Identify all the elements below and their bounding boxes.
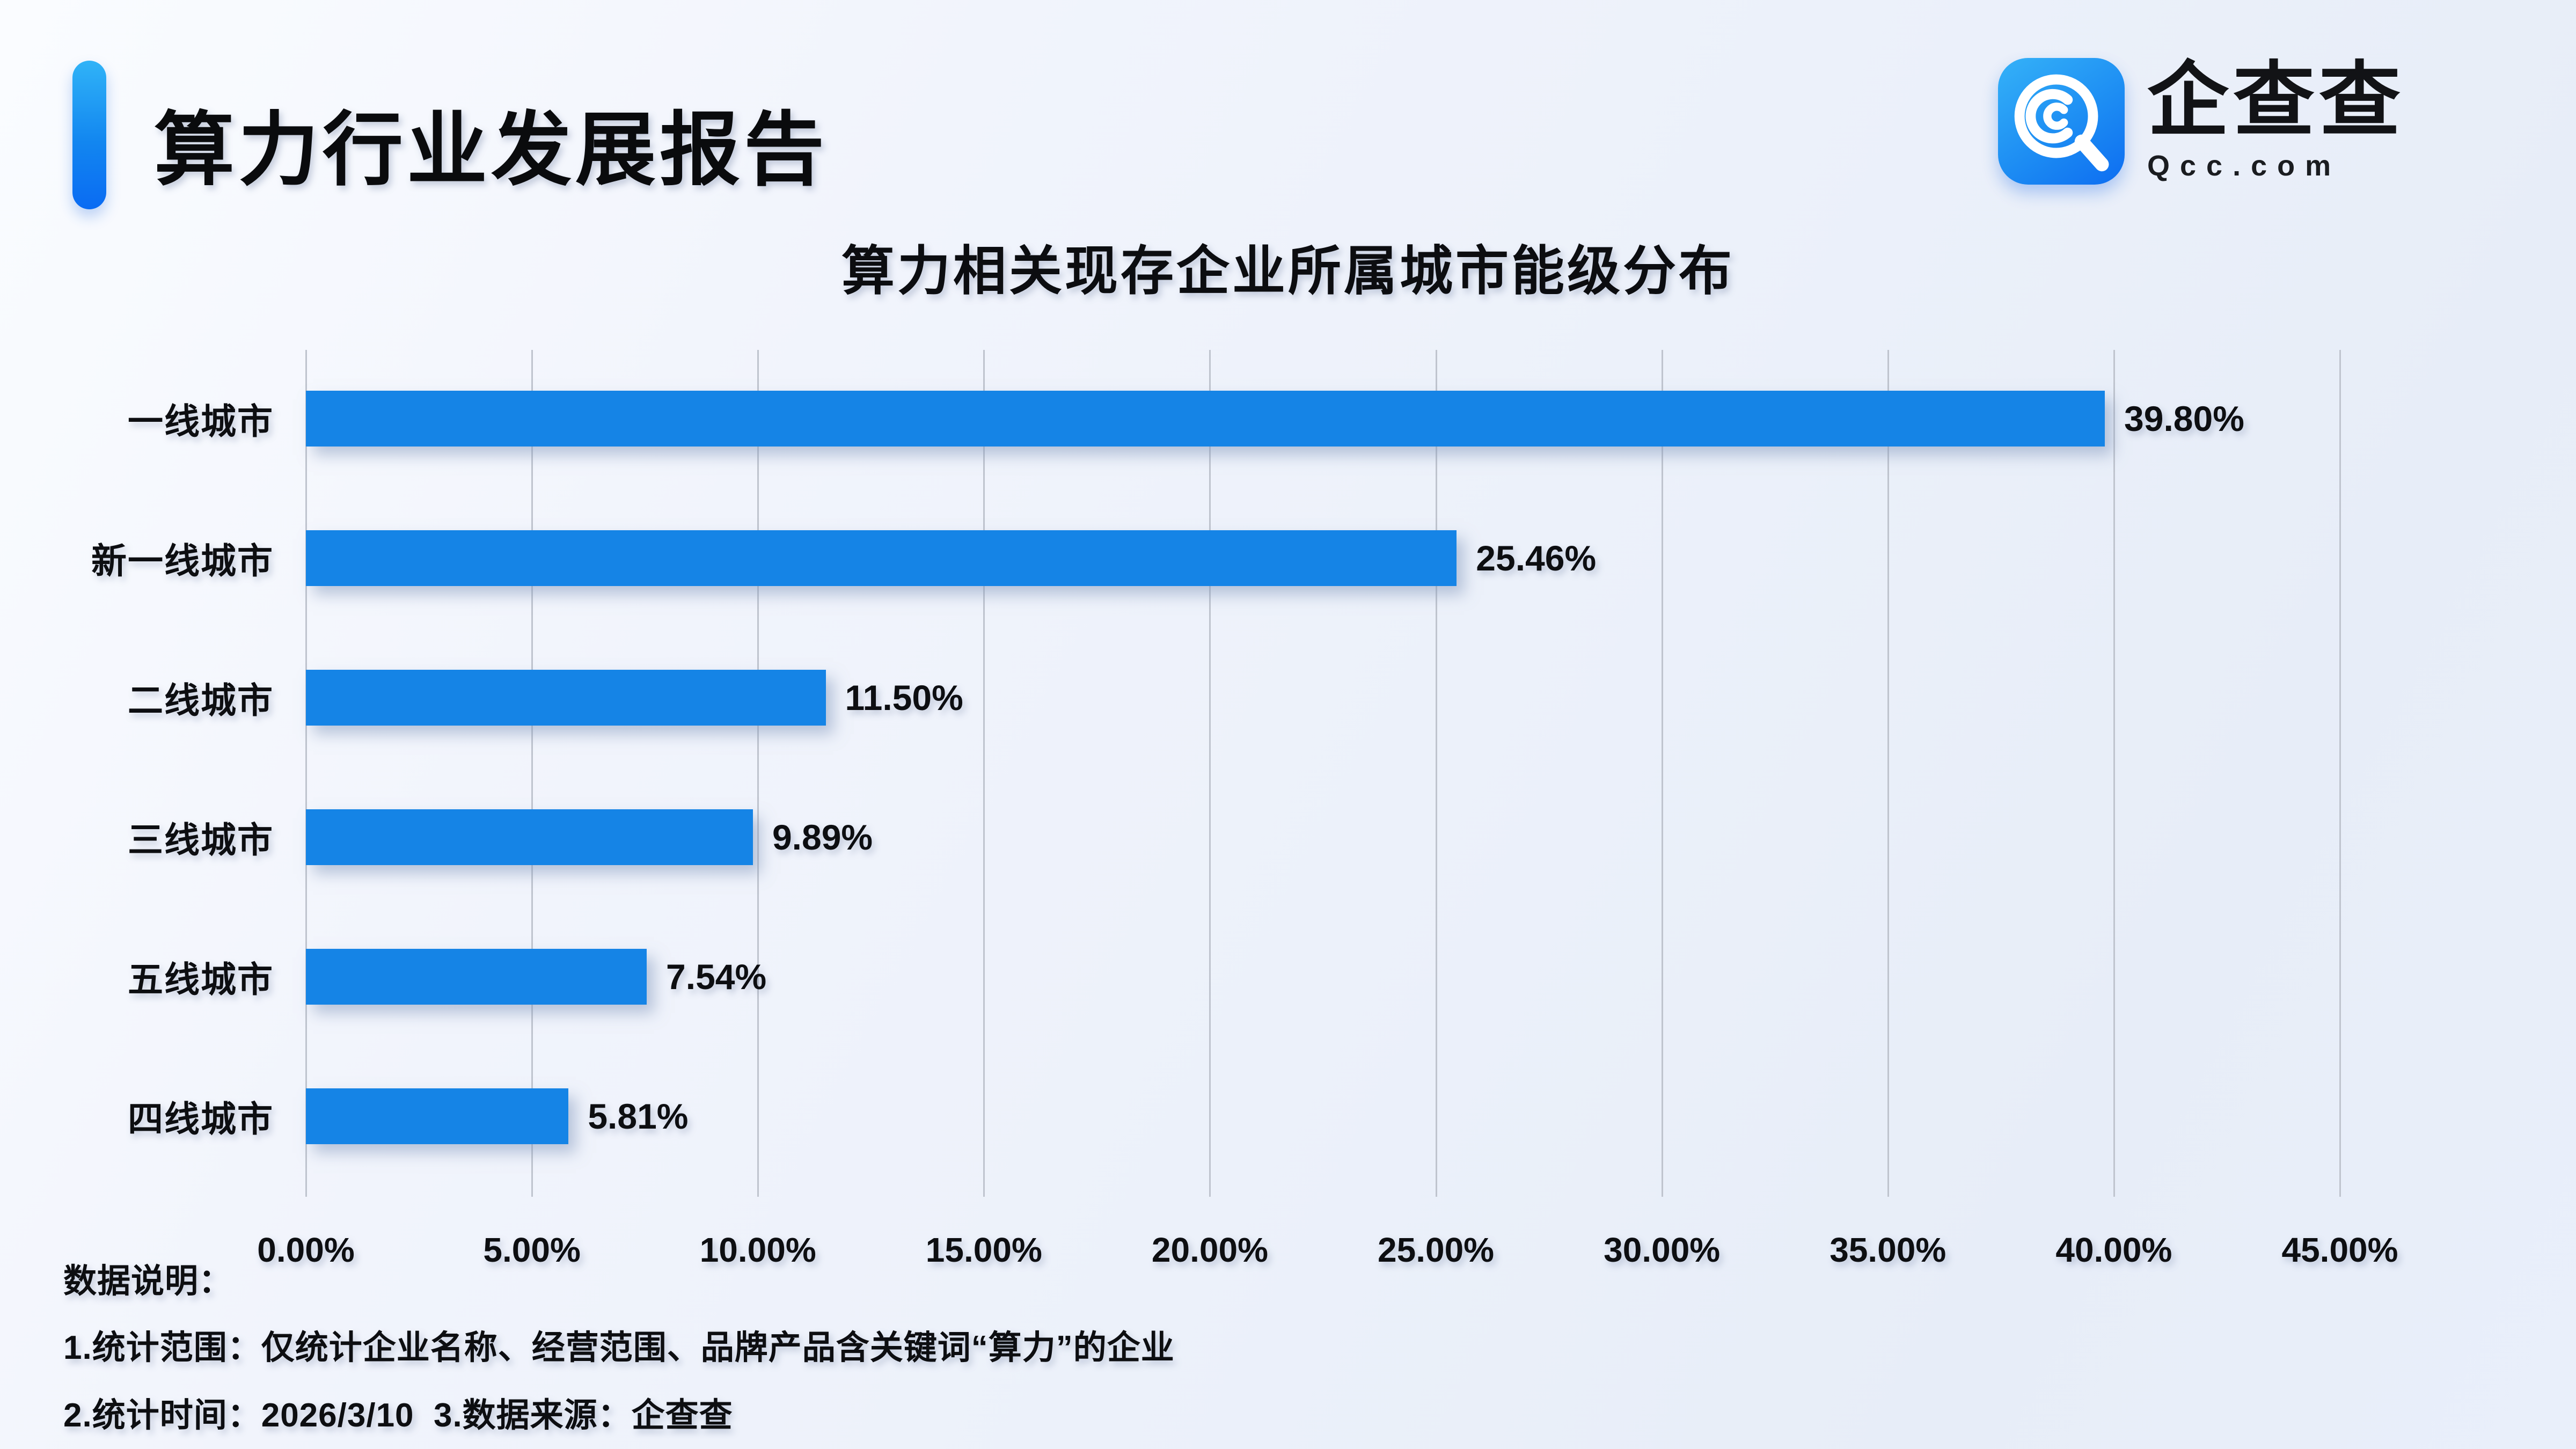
- x-tick-label: 20.00%: [1151, 1231, 1268, 1269]
- page-title: 算力行业发展报告: [154, 105, 829, 195]
- category-label: 一线城市: [128, 401, 274, 441]
- bar: [306, 809, 753, 865]
- gridline: [1887, 350, 1889, 1197]
- footer-note-date-source: 2.统计时间：2026/3/10 3.数据来源：企查查: [63, 1397, 733, 1434]
- bar-row: 7.54%: [306, 949, 2576, 1005]
- chart-title: 算力相关现存企业所属城市能级分布: [841, 241, 1735, 301]
- bar-row: 25.46%: [306, 530, 2576, 586]
- x-axis: 0.00% 5.00% 10.00% 15.00% 20.00% 25.00% 30.00%…: [257, 1230, 2398, 1278]
- gridline: [757, 350, 759, 1197]
- bar-value-label: 11.50%: [845, 678, 963, 718]
- qcc-logo-domain: Qcc.com: [2147, 149, 2341, 182]
- category-label: 三线城市: [128, 820, 274, 860]
- category-labels: 一线城市新一线城市二线城市三线城市五线城市四线城市: [21, 350, 274, 1197]
- x-tick-label: 40.00%: [2055, 1231, 2172, 1269]
- gridlines: [305, 350, 2341, 1197]
- x-tick-label: 35.00%: [1829, 1231, 1946, 1269]
- gridline: [305, 350, 307, 1197]
- footer-heading: 数据说明：: [63, 1263, 233, 1300]
- x-tick-label: 10.00%: [699, 1231, 816, 1269]
- bar-row: 5.81%: [306, 1088, 2576, 1144]
- gridline: [1435, 350, 1437, 1197]
- gridline: [2339, 350, 2341, 1197]
- qcc-logo: 企查查 Qcc.com: [1998, 55, 2405, 185]
- qcc-logo-name: 企查查: [2147, 55, 2405, 146]
- qcc-logo-icon-glyph: [2014, 74, 2109, 172]
- bar-value-label: 5.81%: [588, 1096, 689, 1136]
- bar: [306, 949, 647, 1005]
- bar-value-label: 39.80%: [2124, 399, 2244, 438]
- x-tick-label: 45.00%: [2281, 1231, 2398, 1269]
- bar: [306, 391, 2105, 447]
- x-tick-label: 15.00%: [925, 1231, 1042, 1269]
- x-tick-label: 30.00%: [1604, 1231, 1721, 1269]
- bar-row: 9.89%: [306, 809, 2576, 865]
- gridline: [2113, 350, 2115, 1197]
- gridline: [531, 350, 533, 1197]
- category-label: 四线城市: [128, 1099, 274, 1139]
- bar-value-label: 9.89%: [772, 817, 873, 857]
- gridline: [983, 350, 985, 1197]
- footer-note-scope: 1.统计范围：仅统计企业名称、经营范围、品牌产品含关键词“算力”的企业: [63, 1329, 1175, 1366]
- title-accent-bar: [72, 61, 106, 209]
- bar: [306, 1088, 569, 1144]
- qcc-logo-text: 企查查 Qcc.com: [2147, 55, 2405, 185]
- category-label: 新一线城市: [91, 541, 274, 581]
- category-label: 五线城市: [128, 960, 274, 999]
- bar-value-label: 7.54%: [666, 957, 767, 997]
- bar: [306, 530, 1457, 586]
- x-tick-label: 0.00%: [257, 1231, 355, 1269]
- bar-row: 11.50%: [306, 670, 2576, 726]
- bar-value-label: 25.46%: [1476, 538, 1597, 578]
- bar-row: 39.80%: [306, 391, 2576, 447]
- category-label: 二线城市: [128, 680, 274, 720]
- plot-area: 39.80% 25.46% 11.50% 9.89% 7.54% 5.81%: [305, 350, 2341, 1197]
- bar: [306, 670, 826, 726]
- x-tick-label: 5.00%: [483, 1231, 581, 1269]
- x-tick-label: 25.00%: [1378, 1231, 1495, 1269]
- qcc-logo-icon: [1998, 58, 2125, 185]
- gridline: [1209, 350, 1211, 1197]
- gridline: [1661, 350, 1663, 1197]
